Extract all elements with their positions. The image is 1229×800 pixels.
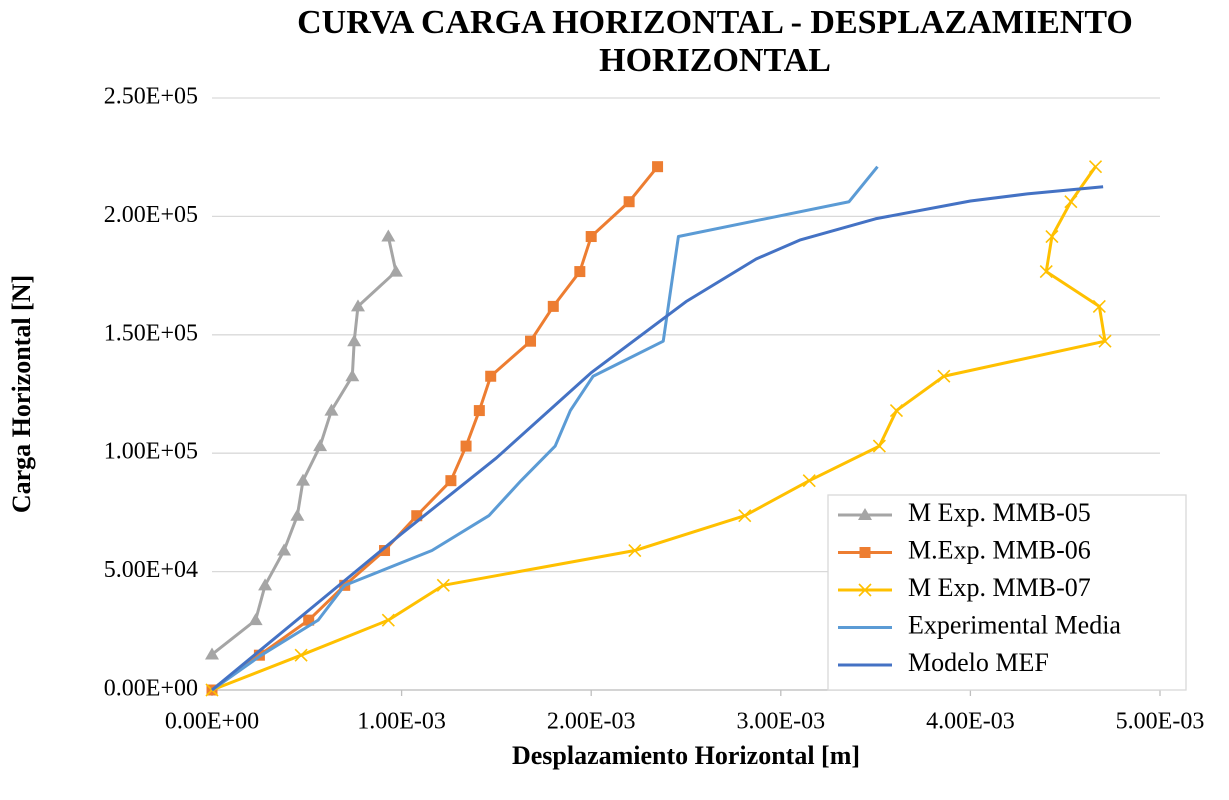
marker: [411, 510, 423, 522]
marker: [1045, 229, 1059, 244]
legend-label: Experimental Media: [908, 610, 1121, 639]
y-tick-label: 2.00E+05: [104, 202, 198, 228]
marker: [294, 648, 308, 662]
marker: [379, 545, 391, 557]
marker: [381, 613, 395, 627]
x-tick-label: 1.00E-03: [357, 709, 446, 735]
marker: [628, 543, 642, 558]
marker: [1092, 299, 1106, 313]
y-tick-label: 5.00E+04: [104, 557, 198, 583]
y-axis-label: Carga Horizontal [N]: [7, 275, 36, 513]
marker: [388, 264, 403, 277]
series-line: [211, 165, 1107, 692]
marker: [473, 405, 485, 417]
marker: [802, 474, 816, 488]
x-axis-label: Desplazamiento Horizontal [m]: [512, 741, 860, 770]
marker: [1039, 265, 1053, 279]
marker: [258, 578, 273, 591]
marker: [345, 369, 360, 382]
legend-label: Modelo MEF: [908, 648, 1049, 677]
marker: [347, 334, 362, 347]
marker: [574, 266, 586, 278]
chart-title: CURVA CARGA HORIZONTAL - DESPLAZAMIENTO …: [297, 4, 1133, 79]
marker: [547, 300, 559, 312]
marker: [324, 403, 339, 416]
marker: [460, 440, 472, 452]
series-line: [211, 165, 879, 692]
marker: [290, 508, 305, 521]
legend-marker: [858, 583, 872, 597]
x-tick-label: 2.00E-03: [547, 709, 636, 735]
marker: [381, 229, 396, 242]
series-line: [211, 185, 1104, 692]
series-line: [211, 165, 659, 692]
marker: [937, 369, 951, 383]
marker: [652, 161, 664, 173]
y-tick-label: 2.50E+05: [104, 84, 198, 110]
marker: [1088, 160, 1103, 174]
marker: [248, 613, 263, 626]
x-tick-label: 5.00E-03: [1116, 709, 1205, 735]
marker: [303, 614, 315, 626]
x-tick-label: 4.00E-03: [926, 709, 1015, 735]
marker: [436, 578, 450, 592]
y-tick-label: 0.00E+00: [104, 676, 198, 702]
legend: M Exp. MMB-05 M.Exp. MMB-06 M Exp. MMB-07 E…: [827, 494, 1187, 691]
marker: [313, 439, 328, 452]
marker: [350, 299, 365, 312]
legend-label: M Exp. MMB-05: [908, 498, 1091, 527]
legend-label: M Exp. MMB-07: [908, 573, 1091, 602]
marker: [889, 404, 904, 418]
legend-marker: [858, 508, 872, 520]
marker: [585, 231, 597, 243]
marker: [738, 509, 752, 523]
x-tick-label: 0.00E+00: [165, 709, 259, 735]
legend-label: M.Exp. MMB-06: [908, 535, 1091, 564]
marker: [485, 370, 497, 382]
legend-marker: [859, 547, 871, 558]
marker: [872, 439, 886, 453]
marker: [296, 473, 311, 486]
y-tick-label: 1.00E+05: [104, 439, 198, 465]
marker: [525, 335, 537, 347]
legend-box: [827, 494, 1187, 691]
marker: [445, 475, 457, 487]
series-line: [211, 236, 398, 656]
marker: [623, 196, 635, 208]
marker: [1098, 334, 1112, 348]
marker: [205, 647, 219, 660]
x-tick-label: 3.00E-03: [736, 709, 825, 735]
marker: [277, 543, 292, 556]
y-tick-label: 1.50E+05: [104, 320, 198, 346]
marker: [1064, 195, 1078, 209]
